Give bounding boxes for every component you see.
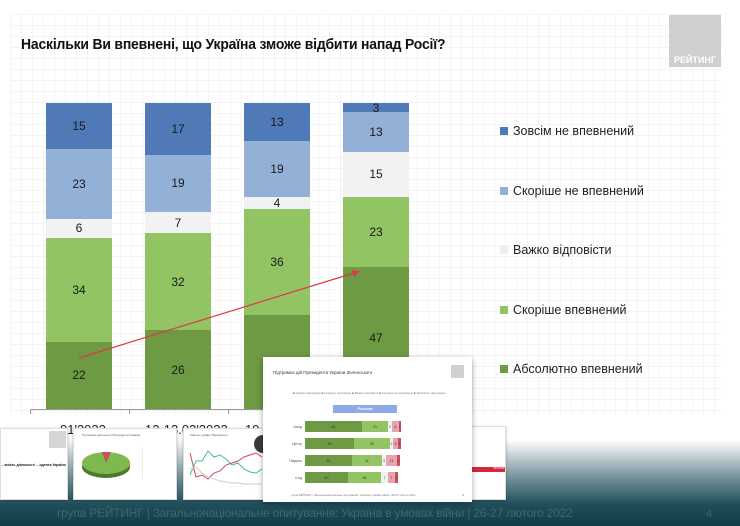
slide-thumbnail-2[interactable]: Підтримка діяльності Президента України bbox=[73, 428, 177, 500]
seg: 1 bbox=[399, 421, 401, 432]
preview-footer: група РЕЙТИНГ | Загальнонаціональне опит… bbox=[291, 493, 416, 497]
legend-item: Важко відповісти bbox=[500, 243, 612, 257]
thumb-legend bbox=[142, 447, 170, 479]
preview-legend: ■ Цілком підтримую ■ Скоріше підтримую ■… bbox=[293, 391, 446, 395]
legend-label: Скоріше впевнений bbox=[513, 303, 627, 317]
preview-title: Підтримка дій Президента України Зеленсь… bbox=[273, 370, 373, 375]
preview-page-number: 8 bbox=[462, 493, 464, 497]
bar-segment: 34 bbox=[46, 237, 112, 342]
legend-item: Скоріше не впевнений bbox=[500, 184, 644, 198]
bar-column: 17 19 7 32 26 bbox=[145, 103, 211, 410]
x-axis bbox=[30, 409, 430, 410]
preview-logo bbox=[451, 365, 464, 378]
seg: 6 bbox=[392, 421, 399, 432]
footer-text: група РЕЙТИНГ | Загальнонаціональне опит… bbox=[57, 506, 573, 520]
page-number: 4 bbox=[706, 508, 713, 520]
thumb-logo bbox=[49, 431, 66, 448]
row-label: Захід bbox=[293, 424, 302, 429]
bar-column: 15 23 6 34 22 bbox=[46, 103, 112, 409]
thumb-title: Підтримка діяльності Президента України bbox=[82, 433, 141, 437]
seg: 2 bbox=[398, 438, 401, 449]
bar-segment: 26 bbox=[145, 330, 211, 410]
seg: 40 bbox=[305, 472, 348, 483]
bar-segment: 23 bbox=[46, 148, 112, 220]
legend-item: Скоріше впевнений bbox=[500, 303, 627, 317]
seg: 39 bbox=[354, 438, 390, 449]
seg: 2 bbox=[397, 455, 400, 466]
thumb-banner: РЕЙТИНГ bbox=[471, 467, 505, 472]
line-chart-icon bbox=[189, 450, 263, 485]
seg: 39 bbox=[305, 438, 354, 449]
bar-segment: 3 bbox=[343, 101, 409, 115]
legend-item: Абсолютно впевнений bbox=[500, 362, 643, 376]
preview-row: Центр 39 39 2 5 2 bbox=[276, 438, 401, 449]
preview-row: Захід 46 21 2 6 1 bbox=[276, 421, 401, 432]
preview-badge: Регіони bbox=[333, 405, 397, 413]
row-label: Центр bbox=[291, 441, 302, 446]
seg: 2 bbox=[390, 438, 393, 449]
slide-thumbnail-1[interactable]: …вність діяльності …идента України bbox=[0, 428, 68, 500]
logo-text: РЕЙТИНГ bbox=[673, 55, 717, 65]
bar-segment: 13 bbox=[343, 112, 409, 152]
bar-segment: 17 bbox=[145, 103, 211, 155]
axis-tick bbox=[228, 409, 229, 414]
bar-segment: 19 bbox=[145, 154, 211, 213]
seg: 11 bbox=[352, 455, 382, 466]
bar-segment: 36 bbox=[244, 209, 310, 315]
seg: 7 bbox=[388, 472, 395, 483]
seg: 36 bbox=[348, 472, 381, 483]
seg: 46 bbox=[305, 421, 362, 432]
legend-swatch bbox=[500, 306, 508, 314]
legend-swatch bbox=[500, 246, 508, 254]
row-label: Схід bbox=[294, 475, 302, 480]
pie-chart-icon bbox=[82, 452, 130, 478]
rating-logo: РЕЙТИНГ bbox=[669, 15, 721, 67]
bar-segment: 6 bbox=[46, 219, 112, 238]
legend-swatch bbox=[500, 187, 508, 195]
seg: 3 bbox=[395, 472, 398, 483]
legend-swatch bbox=[500, 127, 508, 135]
slide-thumbnail-3[interactable]: Рейтинг довіри Президенту bbox=[183, 428, 273, 500]
bar-segment: 15 bbox=[343, 151, 409, 197]
thumb-title: Рейтинг довіри Президенту bbox=[190, 433, 229, 437]
bar-segment: 15 bbox=[46, 103, 112, 149]
page-title: Наскільки Ви впевнені, що Україна зможе … bbox=[21, 36, 446, 53]
legend-label: Важко відповісти bbox=[513, 243, 612, 257]
slide-thumbnail-5[interactable]: РЕЙТИНГ bbox=[470, 426, 506, 500]
legend-item: Зовсім не впевнений bbox=[500, 124, 634, 138]
bar-segment: 13 bbox=[244, 103, 310, 142]
bar-segment: 23 bbox=[343, 196, 409, 267]
legend-swatch bbox=[500, 365, 508, 373]
slide-preview[interactable]: Підтримка дій Президента України Зеленсь… bbox=[263, 357, 472, 502]
thumb-title: …вність діяльності …идента України bbox=[1, 463, 66, 467]
row-label: Південь bbox=[289, 458, 302, 463]
seg: 5 bbox=[393, 438, 398, 449]
bar-segment: 32 bbox=[145, 233, 211, 331]
seg: 11 bbox=[386, 455, 397, 466]
bar-segment: 19 bbox=[244, 141, 310, 197]
axis-tick bbox=[30, 409, 31, 414]
preview-row: Схід 40 36 7 7 3 bbox=[276, 472, 398, 483]
bar-segment: 22 bbox=[46, 341, 112, 409]
bar-segment: 7 bbox=[145, 212, 211, 234]
seg: 52 bbox=[305, 455, 352, 466]
bar-segment: 4 bbox=[244, 196, 310, 210]
legend-label: Зовсім не впевнений bbox=[513, 124, 635, 138]
seg: 2 bbox=[388, 421, 392, 432]
axis-tick bbox=[129, 409, 130, 414]
preview-row: Південь 52 11 3 11 2 bbox=[276, 455, 400, 466]
seg: 3 bbox=[382, 455, 386, 466]
seg: 7 bbox=[381, 472, 388, 483]
seg: 21 bbox=[362, 421, 388, 432]
legend-label: Абсолютно впевнений bbox=[513, 362, 643, 376]
legend-label: Скоріше не впевнений bbox=[513, 184, 644, 198]
